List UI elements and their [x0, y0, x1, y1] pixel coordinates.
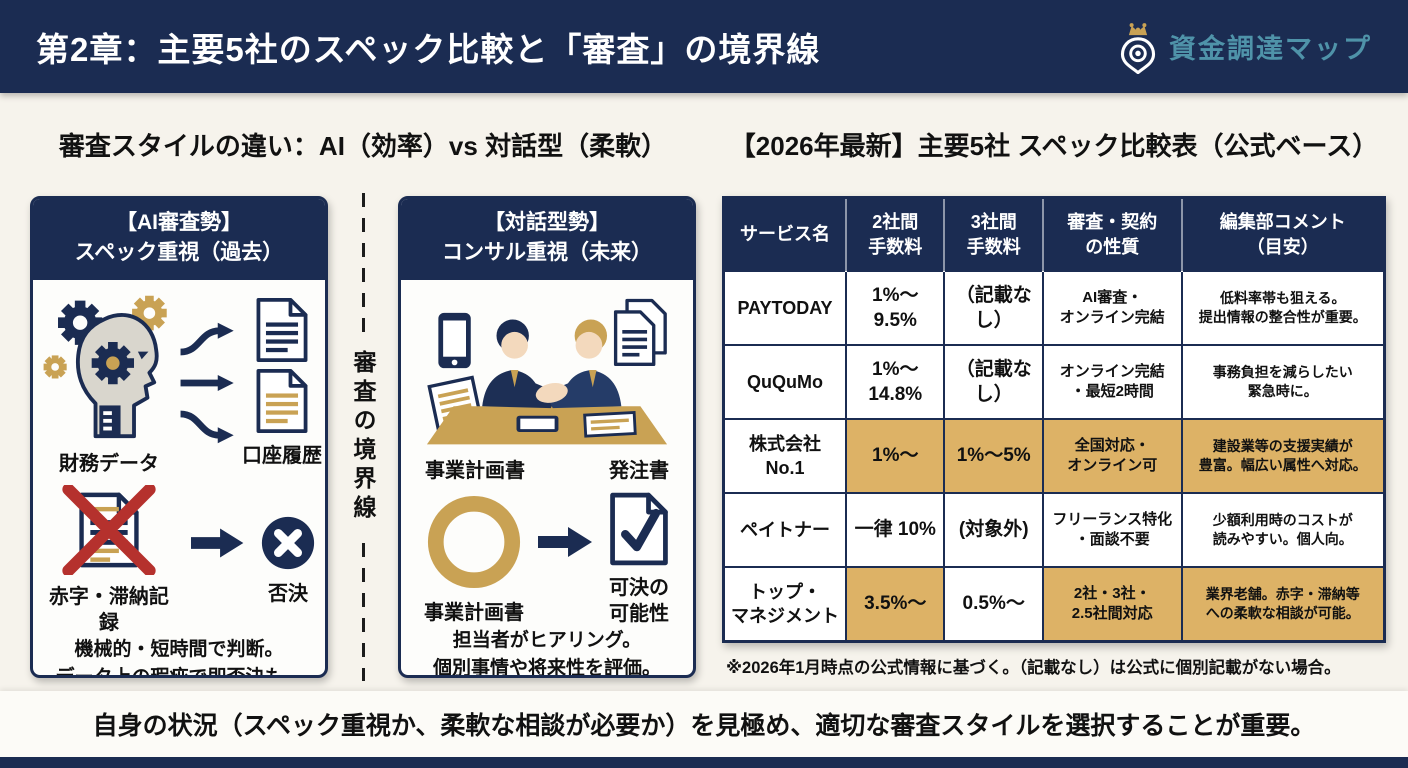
label-reject: 否決	[268, 582, 308, 605]
dialog-card: 【対話型勢】 コンサル重視（未来）	[398, 195, 696, 678]
comparison-cards: 【AI審査勢】 スペック重視（過去）	[30, 192, 696, 681]
cell-fee3: 0.5%～	[943, 566, 1044, 643]
cell-nature: フリーランス特化 ・面談不要	[1041, 492, 1183, 569]
cell-fee2: 一律 10%	[845, 492, 946, 569]
cell-comment: 業界老舗。赤字・滞納等 への柔軟な相談が可能。	[1180, 566, 1386, 643]
cell-fee3: （記載なし）	[943, 344, 1044, 421]
table-row: PAYTODAY 1%～ 9.5% （記載なし） AI審査・ オンライン完結 低…	[722, 270, 1386, 347]
reject-circle-icon	[261, 516, 315, 569]
data-flow-arrows-icon	[180, 322, 234, 444]
page-title: 第2章：主要5社のスペック比較と「審査」の境界線	[36, 30, 821, 68]
ai-reject-row: 赤字・滞納記録 否決	[41, 484, 317, 636]
label-account-history: 口座履歴	[242, 445, 322, 468]
cell-nature: オンライン完結 ・最短2時間	[1041, 344, 1183, 421]
label-business-plan-doc: 事業計画書	[425, 459, 525, 482]
table-header-row: サービス名 2社間 手数料 3社間 手数料 審査・契約 の性質 編集部コメント …	[723, 197, 1385, 272]
dialog-card-note: 担当者がヒアリング。 個別事情や将来性を評価。	[432, 629, 661, 678]
header-cell-fee3: 3社間 手数料	[944, 197, 1044, 272]
check-document-icon	[610, 492, 668, 565]
ai-card-header: 【AI審査勢】 スペック重視（過去）	[33, 198, 325, 280]
table-row: QuQuMo 1%～ 14.8% （記載なし） オンライン完結 ・最短2時間 事…	[722, 344, 1386, 421]
header-cell-comment: 編集部コメント （目安）	[1181, 197, 1385, 272]
document-account-icon	[256, 369, 308, 434]
document-finance-icon	[256, 298, 308, 363]
cell-comment: 少額利用時のコストが 読みやすい。個人向。	[1180, 492, 1386, 569]
ai-card: 【AI審査勢】 スペック重視（過去）	[30, 195, 328, 678]
header-bar: 第2章：主要5社のスペック比較と「審査」の境界線 資金調達マップ	[0, 0, 1408, 93]
cell-fee2: 1%～ 14.8%	[845, 344, 946, 421]
arrow-right-icon	[190, 528, 244, 558]
label-approval-possibility: 可決の 可能性	[609, 576, 669, 625]
dialog-card-header: 【対話型勢】 コンサル重視（未来）	[401, 198, 693, 280]
label-deficit-record: 赤字・滞納記録	[48, 585, 169, 634]
table-row: 株式会社 No.1 1%～ 1%～5% 全国対応・ オンライン可 建設業等の支援…	[722, 418, 1386, 495]
cell-service: トップ・ マネジメント	[722, 566, 848, 643]
section-title-right: 【2026年最新】主要5社 スペック比較表（公式ベース）	[729, 131, 1379, 161]
table-row: トップ・ マネジメント 3.5%～ 0.5%～ 2社・3社・ 2.5社間対応 業…	[722, 566, 1386, 643]
arrow-right-icon	[538, 527, 592, 558]
footer-message-bar: 自身の状況（スペック重視か、柔軟な相談が必要か）を見極め、適切な審査スタイルを選…	[0, 691, 1408, 757]
crown-pin-icon	[1120, 22, 1156, 74]
label-financial-data: 財務データ	[59, 452, 159, 475]
cell-nature: 全国対応・ オンライン可	[1041, 418, 1183, 495]
boundary-divider-label: 審査の境界線	[344, 335, 382, 538]
cell-comment: 低料率帯も狙える。 提出情報の整合性が重要。	[1180, 270, 1386, 347]
ai-card-body: 財務データ	[33, 280, 325, 678]
cell-comment: 建設業等の支援実績が 豊富。幅広い属性へ対応。	[1180, 418, 1386, 495]
dialog-approval-row: 事業計画書 可決の 可能性	[409, 492, 685, 627]
comparison-table: サービス名 2社間 手数料 3社間 手数料 審査・契約 の性質 編集部コメント …	[722, 195, 1386, 643]
section-title-left: 審査スタイルの違い：AI（効率）vs 対話型（柔軟）	[58, 131, 668, 161]
boundary-divider: 審査の境界線	[328, 192, 398, 681]
header-cell-service: サービス名	[723, 197, 848, 272]
ai-card-note: 機械的・短時間で判断。 データ上の瑕疵で即否決も。	[55, 638, 303, 678]
label-purchase-order: 発注書	[609, 459, 669, 482]
bottom-strip	[0, 757, 1408, 768]
dialog-card-body: 事業計画書 発注書 事業計画書	[401, 280, 693, 678]
cell-service: PAYTODAY	[722, 270, 848, 347]
rejected-document-icon	[62, 484, 156, 575]
table-footnote: ※2026年1月時点の公式情報に基づく。（記載なし）は公式に個別記載がない場合。	[726, 658, 1341, 677]
cell-fee3: (対象外)	[943, 492, 1044, 569]
ai-head-icon	[43, 295, 167, 438]
brand-name: 資金調達マップ	[1169, 34, 1372, 64]
header-cell-fee2: 2社間 手数料	[846, 197, 946, 272]
handshake-illustration-icon	[426, 298, 668, 445]
footer-message: 自身の状況（スペック重視か、柔軟な相談が必要か）を見極め、適切な審査スタイルを選…	[92, 712, 1316, 740]
cell-fee3: 1%～5%	[943, 418, 1044, 495]
table-row: ペイトナー 一律 10% (対象外) フリーランス特化 ・面談不要 少額利用時の…	[722, 492, 1386, 569]
right-section: 【2026年最新】主要5社 スペック比較表（公式ベース） サービス名 2社間 手…	[722, 104, 1386, 678]
cell-comment: 事務負担を減らしたい 緊急時に。	[1180, 344, 1386, 421]
cell-fee2: 1%～	[845, 418, 946, 495]
cell-nature: 2社・3社・ 2.5社間対応	[1041, 566, 1183, 643]
ai-flow-row: 財務データ	[41, 290, 322, 477]
cell-fee3: （記載なし）	[943, 270, 1044, 347]
cell-fee2: 1%～ 9.5%	[845, 270, 946, 347]
cell-fee2: 3.5%～	[845, 566, 946, 643]
cell-nature: AI審査・ オンライン完結	[1041, 270, 1183, 347]
cell-service: 株式会社 No.1	[722, 418, 848, 495]
label-business-plan: 事業計画書	[424, 601, 524, 624]
approval-ring-icon	[427, 495, 521, 588]
cell-service: QuQuMo	[722, 344, 848, 421]
brand-logo: 資金調達マップ	[1117, 20, 1372, 74]
header-cell-nature: 審査・契約 の性質	[1042, 197, 1183, 272]
left-section: 審査スタイルの違い：AI（効率）vs 対話型（柔軟） 【AI審査勢】 スペック重…	[30, 104, 696, 681]
cell-service: ペイトナー	[722, 492, 848, 569]
dialog-doc-labels: 事業計画書 発注書	[409, 454, 685, 484]
